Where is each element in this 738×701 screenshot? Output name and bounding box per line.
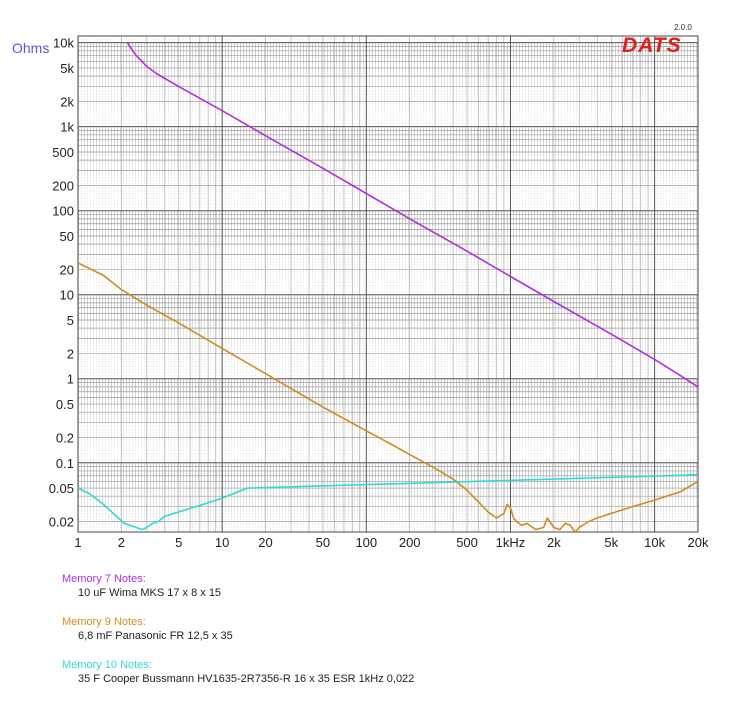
dats-logo: DATS	[622, 34, 682, 57]
x-tick-label: 20	[258, 535, 272, 550]
x-tick-label: 5	[175, 535, 182, 550]
y-tick-label: 0.02	[49, 515, 74, 530]
memory-note-title: Memory 7 Notes:	[62, 573, 146, 585]
major-grid	[77, 36, 698, 532]
y-tick-label: 200	[52, 178, 74, 193]
memory-note-title: Memory 10 Notes:	[62, 659, 152, 671]
x-tick-label: 2k	[547, 535, 561, 550]
series-line-memory-10	[78, 474, 698, 531]
x-tick-label: 1kHz	[496, 535, 526, 550]
x-tick-label: 5k	[604, 535, 618, 550]
memory-note-7: Memory 7 Notes: 10 uF Wima MKS 17 x 8 x …	[62, 572, 414, 600]
series-line-memory-7	[126, 42, 698, 388]
y-tick-label: 20	[60, 262, 74, 277]
y-tick-label: 2k	[60, 94, 74, 109]
memory-note-text: 6,8 mF Panasonic FR 12,5 x 35	[78, 630, 233, 642]
impedance-chart: 1 2 5 10 20 50 100 200 500 1kHz 2k 5k 10k 20k 10k 5k 2k…	[12, 35, 709, 550]
y-tick-label: 0.2	[56, 430, 74, 445]
x-tick-label: 50	[316, 535, 330, 550]
x-tick-label: 2	[118, 535, 125, 550]
y-tick-label: 1	[67, 372, 74, 387]
x-tick-label: 200	[399, 535, 421, 550]
y-axis-tick-labels: 10k 5k 2k 1k 500 200 100 50 20 10 5 2 1 0.5 0.2 0.1 0.05…	[49, 36, 75, 530]
y-tick-label: 100	[52, 204, 74, 219]
y-tick-label: 5k	[60, 61, 74, 76]
x-tick-label: 500	[456, 535, 478, 550]
minor-grid	[78, 35, 699, 533]
memory-note-text: 10 uF Wima MKS 17 x 8 x 15	[78, 587, 222, 599]
x-tick-label: 10k	[644, 535, 665, 550]
plot-frame	[77, 35, 699, 533]
y-axis-label: Ohms	[12, 40, 49, 56]
memory-note-10: Memory 10 Notes: 35 F Cooper Bussmann HV…	[62, 658, 414, 686]
memory-note-9: Memory 9 Notes: 6,8 mF Panasonic FR 12,5…	[62, 615, 414, 643]
y-tick-label: 10	[60, 288, 74, 303]
y-tick-label: 5	[67, 313, 74, 328]
logo-version: 2.0.0	[674, 23, 692, 32]
x-tick-label: 20k	[688, 535, 709, 550]
memory-note-text: 35 F Cooper Bussmann HV1635-2R7356-R 16 …	[78, 673, 415, 685]
memory-notes: Memory 7 Notes: 10 uF Wima MKS 17 x 8 x …	[62, 572, 414, 701]
y-tick-label: 0.1	[56, 456, 74, 471]
y-tick-label: 2	[67, 346, 74, 361]
x-axis-tick-labels: 1 2 5 10 20 50 100 200 500 1kHz 2k 5k 10k 20k	[74, 535, 709, 550]
memory-note-title: Memory 9 Notes:	[62, 616, 146, 628]
series-line-memory-9	[78, 262, 698, 532]
y-tick-label: 0.5	[56, 397, 74, 412]
y-tick-label: 1k	[60, 120, 74, 135]
x-tick-label: 100	[355, 535, 377, 550]
y-tick-label: 50	[60, 229, 74, 244]
x-tick-label: 10	[215, 535, 229, 550]
x-tick-label: 1	[74, 535, 81, 550]
series-layer	[78, 42, 698, 532]
y-tick-label: 10k	[53, 36, 74, 51]
y-tick-label: 500	[52, 145, 74, 160]
y-tick-label: 0.05	[49, 481, 74, 496]
